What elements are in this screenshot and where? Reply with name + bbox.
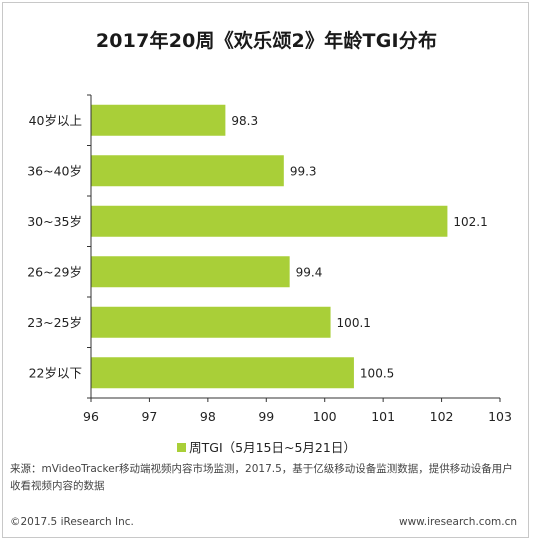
x-tick-label: 97: [141, 409, 157, 424]
bar: [91, 306, 331, 338]
source-note: 来源：mVideoTracker移动端视频内容市场监测，2017.5，基于亿级移…: [10, 463, 513, 492]
copyright-text: ©2017.5 iResearch Inc.: [10, 516, 134, 528]
bar: [91, 155, 284, 187]
legend-label: 周TGI（5月15日~5月21日）: [189, 440, 356, 455]
x-tick-label: 102: [430, 409, 454, 424]
x-tick-label: 101: [371, 409, 395, 424]
y-tick-label: 40岁以上: [29, 113, 82, 128]
x-tick-label: 99: [258, 409, 274, 424]
x-tick-label: 103: [488, 409, 512, 424]
data-label: 99.4: [296, 265, 323, 279]
bar: [91, 205, 448, 237]
website-link[interactable]: www.iresearch.com.cn: [398, 516, 517, 528]
bar: [91, 256, 290, 288]
y-tick-label: 22岁以下: [29, 365, 82, 380]
data-label: 100.5: [360, 366, 394, 380]
data-label: 100.1: [337, 316, 371, 330]
bar-chart: 40岁以上 98.3 36~40岁 99.3 30~35岁 102.1 26~29岁 99.4…: [27, 94, 512, 424]
x-tick-label: 100: [313, 409, 337, 424]
y-tick-label: 26~29岁: [27, 264, 82, 279]
bar: [91, 357, 354, 389]
legend-swatch: [177, 443, 187, 452]
x-tick-label: 96: [83, 409, 99, 424]
y-tick-label: 30~35岁: [27, 214, 82, 229]
y-tick-label: 23~25岁: [27, 315, 82, 330]
data-label: 98.3: [231, 114, 258, 128]
y-tick-label: 36~40岁: [27, 163, 82, 178]
chart-frame: [2, 2, 529, 538]
x-tick-label: 98: [200, 409, 216, 424]
bar: [91, 104, 226, 136]
data-label: 102.1: [453, 215, 487, 229]
data-label: 99.3: [290, 164, 317, 178]
legend: 周TGI（5月15日~5月21日）: [0, 437, 533, 456]
chart-title: 2017年20周《欢乐颂2》年龄TGI分布: [95, 30, 438, 52]
